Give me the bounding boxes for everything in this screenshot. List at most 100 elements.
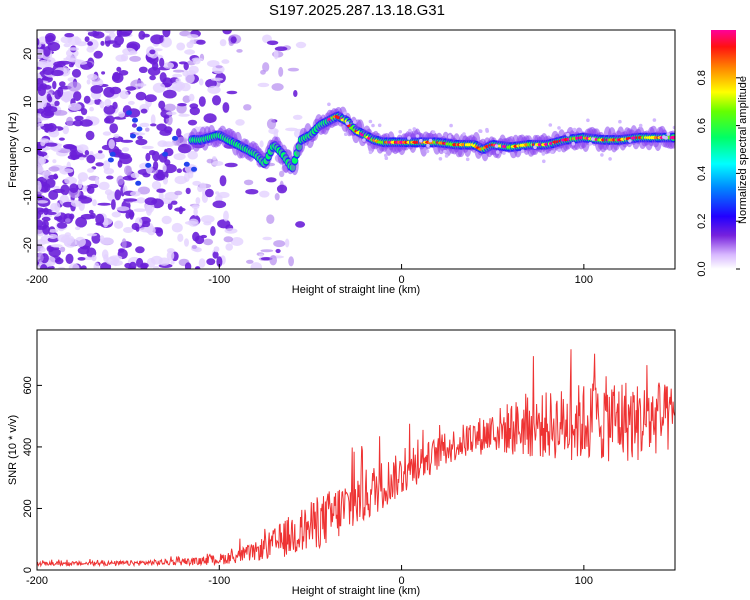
- heatmap-blob: [80, 245, 91, 250]
- heatmap-blob: [362, 138, 366, 142]
- heatmap-blob: [37, 127, 42, 131]
- heatmap-blob: [118, 153, 131, 160]
- heatmap-blob: [465, 157, 470, 162]
- heatmap-blob: [217, 219, 231, 229]
- heatmap-blob: [99, 100, 105, 109]
- heatmap-blob: [104, 35, 112, 42]
- heatmap-blob: [118, 111, 126, 118]
- heatmap-blob: [86, 30, 94, 33]
- heatmap-blob: [86, 154, 96, 164]
- heatmap-blob: [95, 213, 105, 225]
- heatmap-blob: [132, 132, 146, 136]
- heatmap-blob: [189, 103, 199, 109]
- heatmap-blob: [57, 266, 66, 269]
- heatmap-x-label: Height of straight line (km): [292, 284, 420, 296]
- heatmap-blob: [129, 50, 138, 55]
- heatmap-blob: [62, 125, 69, 135]
- heatmap-blob: [131, 222, 140, 231]
- heatmap-blob: [210, 77, 224, 82]
- heatmap-blob: [80, 265, 87, 269]
- heatmap-blob: [54, 100, 60, 107]
- heatmap-blob: [75, 216, 87, 228]
- heatmap-blob: [198, 78, 204, 86]
- heatmap-blob: [243, 179, 254, 186]
- heatmap-blob: [112, 43, 121, 48]
- heatmap-blob: [118, 70, 129, 76]
- heatmap-blob: [243, 104, 252, 111]
- heatmap-blob: [219, 39, 227, 47]
- heatmap-blob: [140, 108, 148, 114]
- heatmap-blob: [74, 226, 81, 231]
- heatmap-blob: [447, 134, 452, 139]
- heatmap-blob: [428, 138, 433, 143]
- x-tick-label: -200: [26, 575, 48, 587]
- y-tick-label: -20: [22, 237, 34, 253]
- heatmap-blob: [52, 159, 57, 164]
- heatmap-blob: [77, 179, 83, 189]
- heatmap-blob: [276, 184, 288, 194]
- heatmap-blob: [186, 34, 199, 39]
- heatmap-blob: [171, 222, 183, 233]
- heatmap-blob: [89, 106, 94, 112]
- heatmap-blob: [266, 214, 275, 224]
- heatmap-blob: [666, 132, 670, 136]
- heatmap-blob: [215, 194, 223, 203]
- heatmap-blob: [274, 193, 280, 201]
- heatmap-blob: [67, 81, 82, 92]
- heatmap-blob: [177, 103, 187, 107]
- heatmap-blob: [149, 75, 156, 81]
- heatmap-blob: [104, 117, 111, 124]
- heatmap-blob: [449, 123, 453, 128]
- heatmap-blob: [212, 95, 221, 106]
- heatmap-blob: [212, 251, 219, 259]
- heatmap-blob: [101, 71, 106, 75]
- heatmap-blob: [478, 129, 482, 133]
- heatmap-blob: [293, 90, 298, 97]
- heatmap-blob: [215, 191, 220, 195]
- heatmap-blob: [75, 154, 87, 158]
- heatmap-blobs: [37, 30, 675, 269]
- heatmap-blob: [628, 139, 632, 143]
- heatmap-blob: [557, 148, 562, 153]
- heatmap-blob: [258, 253, 264, 257]
- heatmap-blob: [206, 158, 214, 164]
- heatmap-blob: [129, 261, 137, 269]
- heatmap-blob: [250, 262, 262, 269]
- heatmap-blob: [159, 72, 167, 83]
- heatmap-blob: [284, 238, 290, 248]
- heatmap-blob: [87, 73, 98, 80]
- heatmap-blob: [260, 69, 266, 75]
- snr-line: [37, 349, 675, 568]
- heatmap-blob: [139, 227, 153, 233]
- heatmap-blob: [172, 69, 185, 73]
- heatmap-blob: [66, 116, 74, 127]
- heatmap-blob: [54, 215, 63, 221]
- heatmap-blob: [141, 145, 154, 150]
- heatmap-blob: [137, 186, 150, 195]
- heatmap-blob: [591, 137, 595, 141]
- heatmap-blob: [129, 55, 142, 62]
- heatmap-blob: [194, 235, 205, 245]
- heatmap-blob: [44, 142, 58, 147]
- heatmap-blob: [163, 115, 170, 119]
- heatmap-blob: [266, 118, 277, 130]
- heatmap-blob: [189, 39, 195, 45]
- x-tick-label: -200: [26, 274, 48, 286]
- heatmap-blob: [145, 162, 152, 168]
- heatmap-blob: [38, 209, 44, 215]
- heatmap-blob: [40, 109, 55, 119]
- heatmap-blob: [82, 185, 89, 192]
- heatmap-blob: [183, 62, 189, 71]
- heatmap-blob: [58, 137, 65, 141]
- heatmap-blob: [53, 110, 68, 116]
- heatmap-blob: [100, 40, 105, 46]
- heatmap-blob: [109, 86, 122, 95]
- heatmap-blob: [225, 243, 233, 251]
- heatmap-blob: [107, 157, 114, 163]
- heatmap-blob: [73, 119, 83, 127]
- heatmap-blob: [156, 188, 166, 193]
- heatmap-blob: [37, 239, 47, 246]
- heatmap-blob: [198, 258, 206, 268]
- heatmap-blob: [177, 233, 184, 242]
- heatmap-blob: [116, 66, 122, 72]
